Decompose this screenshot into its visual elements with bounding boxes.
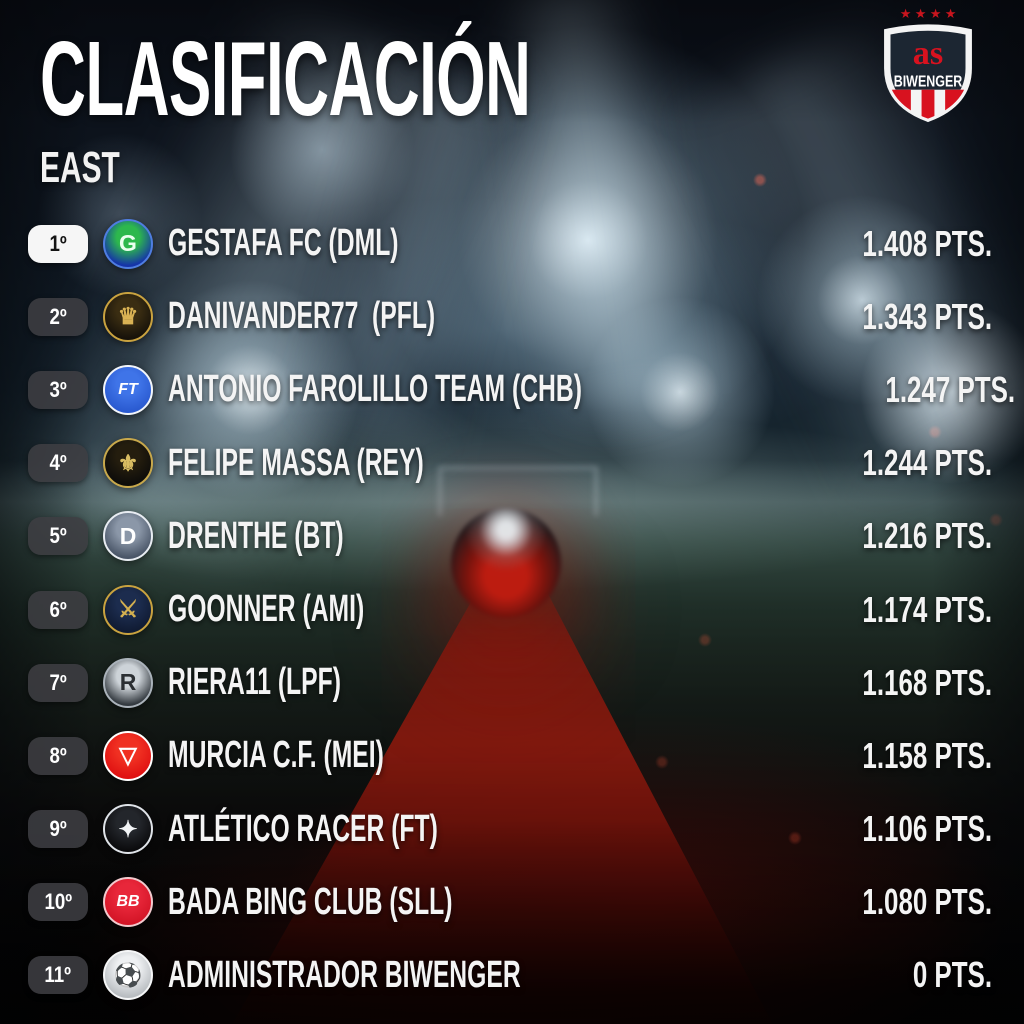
points-value: 1.158 PTS. <box>862 734 992 776</box>
points-value: 1.247 PTS. <box>885 368 1015 410</box>
points-value: 1.174 PTS. <box>862 588 992 630</box>
rank-label: 7º <box>49 669 67 695</box>
team-logo-glyph: D <box>119 522 137 549</box>
rank-badge: 11º <box>28 956 88 995</box>
rank-label: 1º <box>49 230 67 256</box>
team-name: GOONNER (AMI) <box>168 588 365 631</box>
rank-badge: 6º <box>28 590 88 629</box>
team-logo-icon: ⚽ <box>103 950 153 1001</box>
rank-label: 4º <box>49 450 67 476</box>
points-value: 1.168 PTS. <box>862 661 992 703</box>
team-name: MURCIA C.F. (MEI) <box>168 734 384 777</box>
as-logo-text: as <box>913 34 943 72</box>
team-logo-glyph: ▽ <box>119 742 137 769</box>
standings-row: 8º ▽ MURCIA C.F. (MEI) 1.158 PTS. <box>28 719 992 792</box>
team-logo-icon: ⚜ <box>103 438 153 489</box>
team-logo-icon: ♛ <box>103 291 153 342</box>
team-logo-icon: D <box>103 511 153 562</box>
standings-row: 2º ♛ DANIVANDER77 (PFL) 1.343 PTS. <box>28 280 992 353</box>
rank-badge: 9º <box>28 810 88 849</box>
standings-row: 10º BB BADA BING CLUB (SLL) 1.080 PTS. <box>28 866 992 939</box>
rank-label: 5º <box>49 523 67 549</box>
star-icon: ★ <box>915 6 927 21</box>
team-logo-icon: BB <box>103 877 153 928</box>
team-logo-glyph: ⚽ <box>113 961 143 988</box>
rank-label: 9º <box>49 816 67 842</box>
standings-row: 6º ⚔ GOONNER (AMI) 1.174 PTS. <box>28 573 992 646</box>
biwenger-logo: ★ ★ ★ ★ as BIWENGER <box>870 4 986 124</box>
team-logo-glyph: BB <box>116 893 140 911</box>
team-logo-icon: FT <box>103 364 153 415</box>
team-name: ADMINISTRADOR BIWENGER <box>168 953 521 996</box>
rank-label: 3º <box>49 376 67 402</box>
team-name: GESTAFA FC (DML) <box>168 222 399 265</box>
team-name: RIERA11 (LPF) <box>168 661 341 704</box>
standings-row: 4º ⚜ FELIPE MASSA (REY) 1.244 PTS. <box>28 427 992 500</box>
rank-badge: 5º <box>28 517 88 556</box>
division-label: EAST <box>40 143 120 192</box>
standings-row: 1º G GESTAFA FC (DML) 1.408 PTS. <box>28 207 992 280</box>
standings-row: 5º D DRENTHE (BT) 1.216 PTS. <box>28 500 992 573</box>
team-logo-glyph: G <box>119 230 137 257</box>
rank-badge: 4º <box>28 444 88 483</box>
rank-label: 11º <box>44 962 72 988</box>
standings-list: 1º G GESTAFA FC (DML) 1.408 PTS. 2º ♛ DA… <box>28 207 1015 1012</box>
team-logo-glyph: ♛ <box>117 303 139 330</box>
team-logo-glyph: ⚔ <box>117 596 139 623</box>
rank-label: 6º <box>49 596 67 622</box>
team-logo-glyph: ⚜ <box>117 449 139 476</box>
team-logo-icon: ✦ <box>103 804 153 855</box>
team-name: BADA BING CLUB (SLL) <box>168 880 453 923</box>
team-logo-icon: ▽ <box>103 730 153 781</box>
points-value: 1.080 PTS. <box>862 881 992 923</box>
star-icon: ★ <box>930 6 942 21</box>
rank-badge: 2º <box>28 297 88 336</box>
points-value: 1.343 PTS. <box>862 295 992 337</box>
points-value: 1.244 PTS. <box>862 442 992 484</box>
points-value: 1.408 PTS. <box>862 222 992 264</box>
team-logo-glyph: ✦ <box>118 815 138 842</box>
rank-badge: 8º <box>28 736 88 775</box>
points-value: 0 PTS. <box>912 954 992 996</box>
standings-row: 9º ✦ ATLÉTICO RACER (FT) 1.106 PTS. <box>28 793 992 866</box>
team-name: ATLÉTICO RACER (FT) <box>168 807 438 850</box>
biwenger-shield-icon: ★ ★ ★ ★ as BIWENGER <box>884 6 972 123</box>
standings-row: 7º R RIERA11 (LPF) 1.168 PTS. <box>28 646 992 719</box>
team-logo-icon: ⚔ <box>103 584 153 635</box>
star-icon: ★ <box>945 6 957 21</box>
standings-row: 3º FT ANTONIO FAROLILLO TEAM (CHB) 1.247… <box>28 353 1015 426</box>
team-name: ANTONIO FAROLILLO TEAM (CHB) <box>168 368 582 411</box>
star-icon: ★ <box>900 6 912 21</box>
team-name: DANIVANDER77 (PFL) <box>168 295 436 338</box>
standings-row: 11º ⚽ ADMINISTRADOR BIWENGER 0 PTS. <box>28 939 992 1012</box>
points-value: 1.216 PTS. <box>862 515 992 557</box>
rank-label: 10º <box>44 889 72 915</box>
team-name: DRENTHE (BT) <box>168 514 344 557</box>
team-logo-icon: R <box>103 657 153 708</box>
rank-label: 8º <box>49 742 67 768</box>
team-name: FELIPE MASSA (REY) <box>168 441 424 484</box>
shield-stripes <box>887 89 969 119</box>
biwenger-wordmark: BIWENGER <box>894 73 963 91</box>
points-value: 1.106 PTS. <box>862 808 992 850</box>
rank-badge: 10º <box>28 883 88 922</box>
team-logo-glyph: FT <box>118 380 138 398</box>
rank-badge: 3º <box>28 370 88 409</box>
rank-badge: 1º <box>28 224 88 263</box>
team-logo-glyph: R <box>119 669 137 696</box>
team-logo-icon: G <box>103 218 153 269</box>
page-title: CLASIFICACIÓN <box>40 20 531 138</box>
rank-badge: 7º <box>28 663 88 702</box>
header: CLASIFICACIÓN EAST <box>40 26 994 190</box>
rank-label: 2º <box>49 303 67 329</box>
